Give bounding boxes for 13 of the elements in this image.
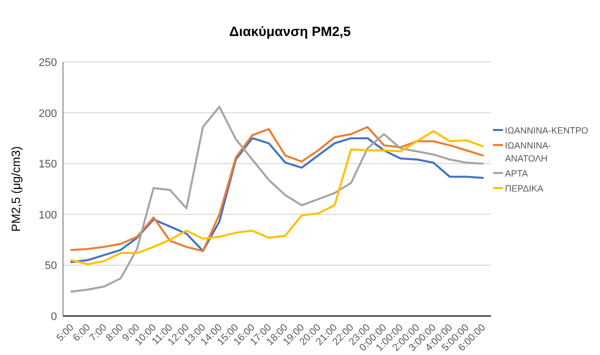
y-axis-title: PM2,5 (μg/cm3): [9, 146, 23, 232]
y-tick-label: 200: [38, 108, 57, 120]
legend-label: ΑΡΤΑ: [505, 168, 528, 178]
y-tick-label: 50: [44, 260, 57, 272]
y-tick-label: 250: [38, 57, 57, 69]
chart-title: Διακύμανση PM2,5: [229, 24, 352, 39]
legend-label: ΙΩΑΝΝΙΝΑ-ΚΕΝΤΡΟ: [505, 126, 588, 136]
y-tick-label: 150: [38, 158, 57, 171]
legend-label: ΙΩΑΝΝΙΝΑ-ΑΝΑΤΟΛΗ: [505, 140, 552, 164]
legend-label: ΠΕΡΔΙΚΑ: [505, 184, 544, 194]
y-tick-label: 0: [50, 311, 57, 323]
line-series: [70, 106, 484, 293]
y-tick-label: 100: [38, 209, 57, 222]
